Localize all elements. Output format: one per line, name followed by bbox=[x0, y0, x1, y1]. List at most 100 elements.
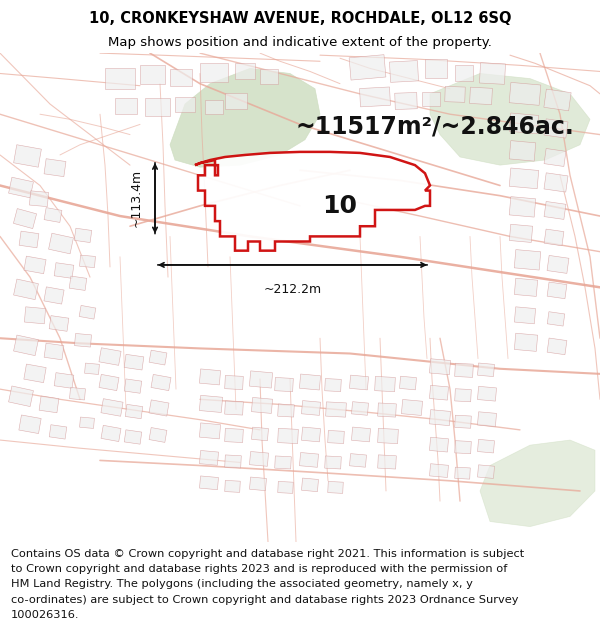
Bar bbox=[425, 59, 447, 78]
Text: ~113.4m: ~113.4m bbox=[130, 169, 143, 228]
Bar bbox=[430, 438, 449, 452]
Bar bbox=[422, 92, 440, 106]
Bar bbox=[24, 364, 46, 382]
Bar bbox=[547, 338, 567, 355]
Bar bbox=[200, 63, 228, 82]
Bar bbox=[509, 113, 539, 134]
Bar bbox=[14, 279, 38, 299]
Bar bbox=[430, 464, 448, 478]
Bar bbox=[149, 400, 169, 416]
Bar bbox=[224, 428, 244, 442]
Bar bbox=[352, 427, 371, 442]
Bar bbox=[205, 100, 223, 114]
Bar bbox=[514, 307, 536, 324]
Bar bbox=[99, 374, 119, 391]
Bar bbox=[455, 66, 473, 81]
Bar bbox=[478, 363, 494, 377]
Bar bbox=[39, 396, 59, 412]
Text: co-ordinates) are subject to Crown copyright and database rights 2023 Ordnance S: co-ordinates) are subject to Crown copyr… bbox=[11, 594, 518, 604]
Bar bbox=[124, 379, 142, 393]
Bar bbox=[544, 173, 568, 192]
Bar bbox=[278, 428, 298, 444]
Bar bbox=[260, 69, 278, 84]
Bar bbox=[250, 371, 272, 388]
Bar bbox=[470, 87, 493, 104]
Bar bbox=[85, 363, 100, 374]
Bar bbox=[145, 98, 170, 116]
Bar bbox=[445, 86, 465, 103]
Bar bbox=[544, 119, 568, 138]
Bar bbox=[547, 282, 567, 299]
Text: HM Land Registry. The polygons (including the associated geometry, namely x, y: HM Land Registry. The polygons (includin… bbox=[11, 579, 473, 589]
Bar bbox=[44, 343, 64, 360]
Bar bbox=[479, 62, 506, 84]
Bar bbox=[29, 191, 49, 207]
Bar bbox=[544, 149, 566, 166]
Bar bbox=[200, 476, 218, 490]
Bar bbox=[514, 278, 538, 296]
Bar bbox=[509, 141, 536, 161]
Bar bbox=[49, 233, 73, 254]
Bar bbox=[349, 54, 386, 80]
Bar bbox=[101, 399, 123, 416]
Bar bbox=[49, 425, 67, 439]
Bar bbox=[8, 386, 34, 407]
Bar bbox=[326, 402, 346, 417]
Bar bbox=[299, 452, 319, 468]
Bar bbox=[69, 276, 87, 291]
Bar bbox=[224, 401, 244, 415]
Bar bbox=[175, 97, 195, 112]
Bar bbox=[44, 159, 66, 177]
Bar bbox=[430, 359, 451, 375]
Bar bbox=[70, 388, 85, 400]
Bar bbox=[124, 430, 142, 444]
Bar bbox=[455, 363, 473, 378]
Bar bbox=[509, 197, 536, 217]
Bar bbox=[275, 456, 292, 469]
Bar bbox=[455, 467, 470, 479]
Bar bbox=[455, 389, 472, 402]
Bar bbox=[278, 404, 295, 417]
Bar bbox=[377, 455, 397, 469]
Polygon shape bbox=[480, 440, 595, 527]
Bar bbox=[377, 403, 397, 417]
Bar bbox=[478, 386, 497, 401]
Bar bbox=[149, 428, 167, 442]
Bar bbox=[44, 287, 64, 304]
Bar bbox=[199, 369, 221, 385]
Bar bbox=[328, 481, 343, 493]
Bar bbox=[325, 379, 341, 392]
Bar bbox=[430, 385, 449, 400]
Bar bbox=[24, 256, 46, 274]
Bar bbox=[125, 404, 143, 419]
Bar bbox=[14, 335, 38, 356]
Bar bbox=[14, 145, 41, 168]
Bar bbox=[349, 375, 368, 390]
Text: ~11517m²/~2.846ac.: ~11517m²/~2.846ac. bbox=[295, 114, 574, 138]
Bar bbox=[455, 415, 472, 428]
Bar bbox=[99, 348, 121, 366]
Bar bbox=[478, 439, 494, 453]
Bar bbox=[509, 82, 541, 106]
Bar bbox=[359, 87, 391, 107]
Bar bbox=[80, 255, 95, 268]
Bar bbox=[54, 372, 74, 388]
Bar bbox=[13, 209, 37, 229]
Bar bbox=[455, 441, 472, 454]
Polygon shape bbox=[430, 74, 590, 165]
Bar bbox=[299, 374, 320, 390]
Bar bbox=[235, 63, 255, 79]
Bar bbox=[389, 61, 419, 82]
Bar bbox=[101, 426, 121, 441]
Bar bbox=[328, 431, 344, 444]
Bar bbox=[79, 306, 96, 319]
Bar bbox=[140, 66, 165, 84]
Bar bbox=[302, 478, 319, 492]
Text: 100026316.: 100026316. bbox=[11, 610, 79, 620]
Bar bbox=[19, 415, 41, 434]
Bar bbox=[544, 229, 564, 246]
Bar bbox=[25, 307, 46, 324]
Bar bbox=[251, 398, 272, 413]
Bar bbox=[544, 89, 571, 111]
Bar bbox=[225, 93, 247, 109]
